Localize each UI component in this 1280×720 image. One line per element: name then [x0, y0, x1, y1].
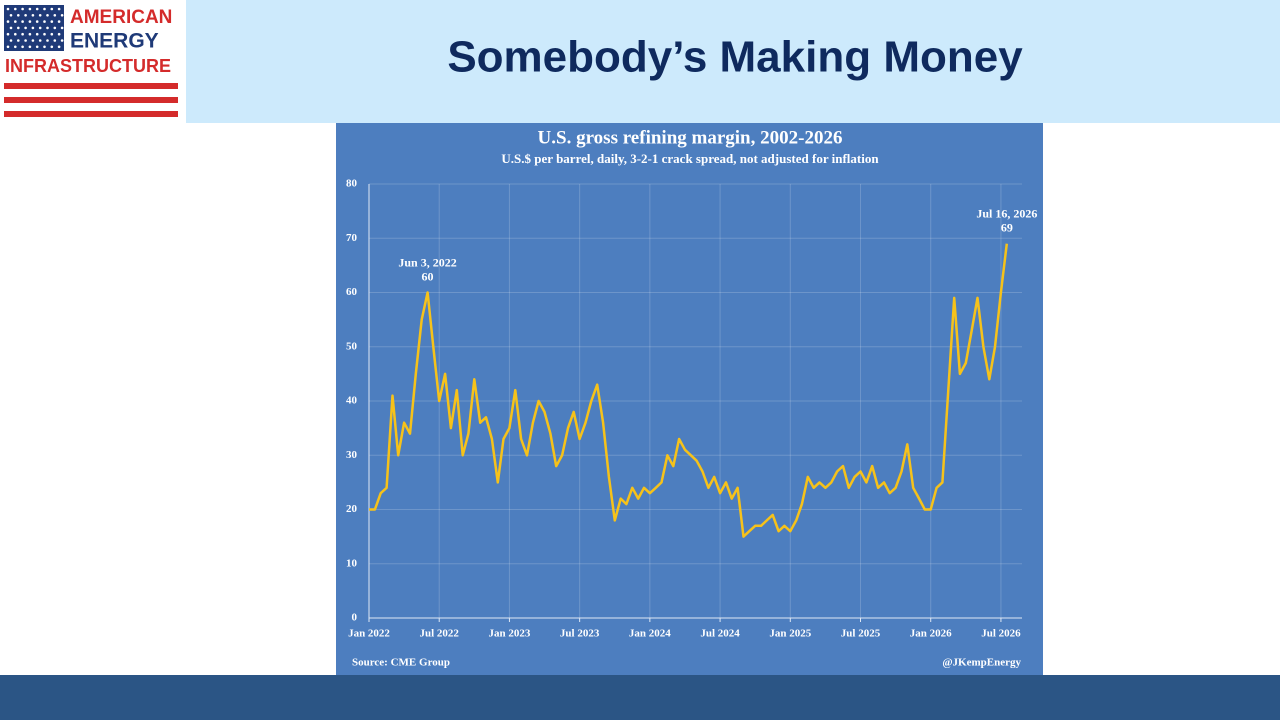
- y-tick-label: 10: [346, 557, 358, 569]
- flag-star: [9, 14, 13, 17]
- data-line: [369, 243, 1009, 538]
- flag-star: [53, 14, 57, 17]
- flag-star: [9, 26, 13, 30]
- annotation-value: 60: [422, 269, 434, 283]
- logo-text: AMERICAN: [70, 7, 172, 28]
- flag-star: [50, 20, 54, 23]
- annotation-label: Jul 16, 2026: [976, 206, 1037, 220]
- flag-star: [35, 32, 39, 36]
- flag-star: [6, 20, 10, 23]
- flag-star: [46, 39, 49, 42]
- annotation-value: 69: [1001, 220, 1013, 234]
- flag-star: [60, 14, 64, 17]
- flag-star: [6, 7, 10, 11]
- flag-star: [28, 32, 32, 36]
- y-tick-label: 0: [352, 612, 358, 624]
- flag-star: [43, 45, 46, 49]
- y-tick-label: 50: [346, 340, 358, 352]
- flag-star: [28, 45, 32, 49]
- flag-star: [17, 14, 20, 17]
- x-tick-label: Jul 2026: [981, 628, 1021, 640]
- flag-star: [21, 45, 24, 49]
- flag-star: [38, 39, 42, 42]
- x-tick-label: Jul 2022: [419, 628, 459, 640]
- credit: @JKempEnergy: [942, 657, 1021, 669]
- flag-star: [50, 7, 54, 11]
- flag-star: [28, 20, 32, 23]
- flag-star: [14, 32, 17, 36]
- annotation-label: Jun 3, 2022: [398, 255, 456, 269]
- y-tick-label: 70: [346, 232, 358, 244]
- flag-star: [31, 26, 35, 30]
- chart-subtitle: U.S.$ per barrel, daily, 3-2-1 crack spr…: [501, 151, 879, 166]
- footer-band: [0, 675, 1280, 720]
- y-tick-label: 40: [346, 395, 358, 407]
- flag-star: [35, 45, 39, 49]
- flag-star: [9, 39, 13, 42]
- x-tick-label: Jan 2025: [769, 628, 811, 640]
- chart-title: U.S. gross refining margin, 2002-2026: [538, 127, 843, 148]
- x-tick-label: Jul 2025: [841, 628, 881, 640]
- header-band: [186, 0, 1280, 123]
- plot: 0 10 20 30 40 50 60 70 80 Jan 2022 Jul 2022 Jan 202…: [346, 178, 1037, 640]
- flag-star: [50, 32, 54, 36]
- logo-text: ENERGY: [70, 30, 159, 53]
- flag-star: [57, 32, 61, 36]
- flag-star: [6, 32, 10, 36]
- y-tick-label: 80: [346, 178, 358, 190]
- flag-star: [53, 39, 57, 42]
- flag-star: [31, 14, 35, 17]
- flag-star: [21, 7, 24, 11]
- logo-text: INFRASTRUCTURE: [5, 56, 171, 76]
- flag-stripe: [4, 83, 178, 89]
- flag-star: [14, 20, 17, 23]
- flag-stripe: [4, 111, 178, 117]
- flag-star: [24, 26, 27, 30]
- flag-star: [14, 7, 17, 11]
- logo: AMERICAN ENERGY INFRASTRUCTURE: [4, 5, 178, 117]
- flag-star: [21, 20, 24, 23]
- x-tick-label: Jul 2023: [560, 628, 600, 640]
- x-tick-label: Jan 2026: [910, 628, 952, 640]
- flag-star: [57, 20, 61, 23]
- flag-star: [14, 45, 17, 49]
- flag-star: [28, 7, 32, 11]
- flag-star: [57, 7, 61, 11]
- flag-star: [6, 45, 10, 49]
- flag-star: [24, 14, 27, 17]
- flag-star: [46, 26, 49, 30]
- flag-star: [57, 45, 61, 49]
- x-tick-label: Jan 2024: [629, 628, 671, 640]
- flag-star: [50, 45, 54, 49]
- flag-star: [21, 32, 24, 36]
- x-tick-label: Jan 2023: [488, 628, 530, 640]
- flag-star: [17, 26, 20, 30]
- slide-title: Somebody’s Making Money: [447, 33, 1023, 82]
- flag-star: [46, 14, 49, 17]
- chart-panel: [336, 123, 1043, 675]
- source: Source: CME Group: [352, 657, 450, 669]
- flag-star: [24, 39, 27, 42]
- flag-star: [35, 7, 39, 11]
- flag-star: [38, 14, 42, 17]
- y-tick-label: 60: [346, 286, 358, 298]
- flag-star: [38, 26, 42, 30]
- flag-star: [17, 39, 20, 42]
- flag-star: [35, 20, 39, 23]
- flag-star: [43, 32, 46, 36]
- y-tick-label: 30: [346, 449, 358, 461]
- flag-star: [43, 20, 46, 23]
- x-tick-label: Jan 2022: [348, 628, 390, 640]
- y-tick-label: 20: [346, 503, 358, 515]
- flag-star: [31, 39, 35, 42]
- flag-star: [53, 26, 57, 30]
- flag-star: [60, 26, 64, 30]
- x-tick-label: Jul 2024: [700, 628, 740, 640]
- flag-star: [60, 39, 64, 42]
- flag-star: [43, 7, 46, 11]
- flag-stripe: [4, 97, 178, 103]
